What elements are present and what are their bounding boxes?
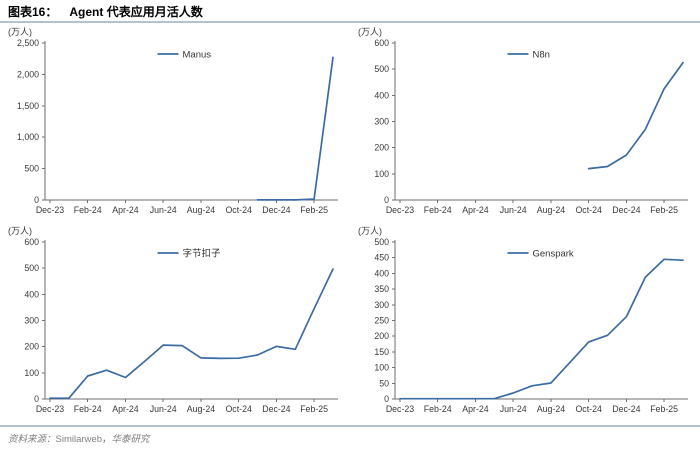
x-tick-label: Apr-24 <box>112 205 139 215</box>
x-tick-label: Oct-24 <box>575 404 602 414</box>
y-tick-label: 500 <box>374 237 389 247</box>
source-note: 资料来源：Similarweb，华泰研究 <box>0 427 700 445</box>
legend-label: 字节扣子 <box>183 248 222 260</box>
x-tick-label: Feb-24 <box>74 404 102 414</box>
series-line <box>49 268 334 400</box>
title-rule <box>0 21 700 23</box>
x-tick-label: Dec-24 <box>262 205 290 215</box>
charts-grid: (万人) 0 500 1,000 1,500 2,000 2,500 Dec-23 Feb-24… <box>0 23 700 421</box>
chart-n8n: (万人) 0 100 200 300 400 500 600 Dec-23 Feb-24 Apr-2… <box>358 27 688 215</box>
y-tick-label: 450 <box>374 253 389 263</box>
x-tick-label: Feb-25 <box>650 404 678 414</box>
y-tick-label: 300 <box>374 117 389 127</box>
y-tick-label: 1,500 <box>17 101 39 111</box>
x-tick-label: Dec-23 <box>36 404 64 414</box>
y-tick-label: 0 <box>384 394 389 404</box>
y-tick-label: 50 <box>379 378 389 388</box>
x-tick-label: Dec-24 <box>612 205 640 215</box>
y-tick-label: 100 <box>374 169 389 179</box>
x-tick-label: Oct-24 <box>575 205 602 215</box>
x-tick-label: Aug-24 <box>187 404 215 414</box>
y-tick-label: 400 <box>24 289 39 299</box>
y-tick-label: 500 <box>24 263 39 273</box>
x-tick-label: Feb-24 <box>424 205 452 215</box>
footer-rule <box>0 425 700 427</box>
source-label: 资料来源： <box>8 435 56 445</box>
legend-label: Genspark <box>533 249 574 260</box>
x-tick-label: Jun-24 <box>500 205 527 215</box>
x-tick-label: Feb-25 <box>650 205 678 215</box>
y-tick-label: 100 <box>24 368 39 378</box>
x-tick-label: Jun-24 <box>150 205 177 215</box>
y-tick-label: 600 <box>24 237 39 247</box>
unit-label: (万人) <box>8 226 32 236</box>
y-tick-label: 2,000 <box>17 69 39 79</box>
chart-manus: (万人) 0 500 1,000 1,500 2,000 2,500 Dec-23 Feb-24… <box>8 27 338 215</box>
source-name: Similarweb， <box>55 434 112 445</box>
y-tick-label: 2,500 <box>17 38 39 48</box>
series-line <box>256 56 334 201</box>
y-tick-label: 400 <box>374 90 389 100</box>
x-tick-label: Dec-23 <box>36 205 64 215</box>
y-tick-label: 250 <box>374 316 389 326</box>
x-tick-label: Feb-24 <box>424 404 452 414</box>
y-tick-label: 500 <box>374 64 389 74</box>
figure-number: 图表16： <box>8 5 58 19</box>
x-tick-label: Apr-24 <box>462 205 489 215</box>
y-tick-label: 350 <box>374 284 389 294</box>
x-tick-label: Aug-24 <box>537 404 565 414</box>
x-tick-label: Aug-24 <box>537 205 565 215</box>
y-tick-label: 200 <box>24 342 39 352</box>
x-tick-label: Feb-25 <box>300 205 328 215</box>
chart-genspark: (万人) 0 50 100 150 200 250 300 350 400 450 500 Dec-23… <box>358 226 688 414</box>
unit-label: (万人) <box>358 226 382 236</box>
x-tick-label: Apr-24 <box>462 404 489 414</box>
y-tick-label: 600 <box>374 38 389 48</box>
series-line <box>399 258 684 400</box>
x-tick-label: Dec-24 <box>612 404 640 414</box>
y-tick-label: 0 <box>34 195 39 205</box>
x-tick-label: Feb-25 <box>300 404 328 414</box>
y-tick-label: 150 <box>374 347 389 357</box>
x-tick-label: Apr-24 <box>112 404 139 414</box>
x-tick-label: Feb-24 <box>74 205 102 215</box>
series-line <box>587 61 684 170</box>
y-tick-label: 500 <box>24 164 39 174</box>
legend-label: N8n <box>533 50 550 61</box>
y-tick-label: 300 <box>24 316 39 326</box>
y-tick-label: 0 <box>34 394 39 404</box>
page-title: Agent 代表应用月活人数 <box>69 5 203 19</box>
y-tick-label: 0 <box>384 195 389 205</box>
unit-label: (万人) <box>358 27 382 37</box>
x-tick-label: Oct-24 <box>225 205 252 215</box>
x-tick-label: Dec-23 <box>386 205 414 215</box>
y-tick-label: 300 <box>374 300 389 310</box>
legend-label: Manus <box>183 50 212 61</box>
x-tick-label: Jun-24 <box>500 404 527 414</box>
y-tick-label: 200 <box>374 143 389 153</box>
source-suffix: 华泰研究 <box>111 435 150 445</box>
y-tick-label: 400 <box>374 268 389 278</box>
y-tick-label: 1,000 <box>17 132 39 142</box>
y-tick-label: 100 <box>374 363 389 373</box>
y-tick-label: 200 <box>374 331 389 341</box>
x-tick-label: Aug-24 <box>187 205 215 215</box>
x-tick-label: Jun-24 <box>150 404 177 414</box>
unit-label: (万人) <box>8 27 32 37</box>
chart-bytedance-coze: (万人) 0 100 200 300 400 500 600 Dec-23 Feb-24 Apr-2… <box>8 226 338 414</box>
x-tick-label: Dec-23 <box>386 404 414 414</box>
figure-title: 图表16： Agent 代表应用月活人数 <box>0 0 700 21</box>
x-tick-label: Oct-24 <box>225 404 252 414</box>
x-tick-label: Dec-24 <box>262 404 290 414</box>
